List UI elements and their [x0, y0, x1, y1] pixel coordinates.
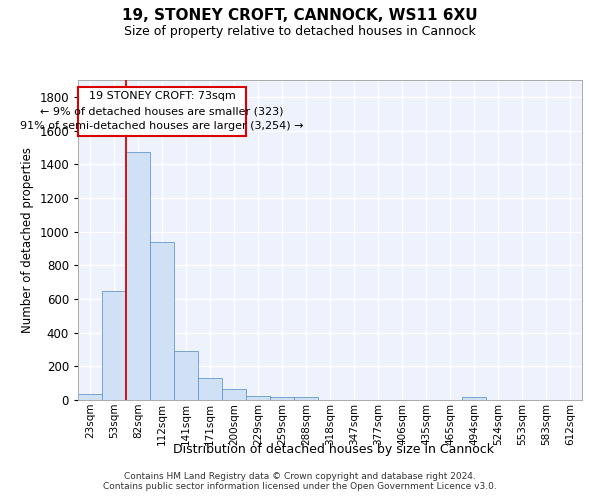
Text: 19 STONEY CROFT: 73sqm
← 9% of detached houses are smaller (323)
91% of semi-det: 19 STONEY CROFT: 73sqm ← 9% of detached …: [20, 92, 304, 131]
Text: Contains public sector information licensed under the Open Government Licence v3: Contains public sector information licen…: [103, 482, 497, 491]
Text: Size of property relative to detached houses in Cannock: Size of property relative to detached ho…: [124, 25, 476, 38]
Text: Contains HM Land Registry data © Crown copyright and database right 2024.: Contains HM Land Registry data © Crown c…: [124, 472, 476, 481]
Bar: [294, 396, 318, 400]
Bar: [222, 389, 246, 400]
Bar: [150, 242, 174, 400]
Bar: [102, 292, 126, 400]
Bar: [270, 396, 294, 400]
Bar: [246, 396, 270, 400]
Bar: [79, 86, 245, 136]
Text: 19, STONEY CROFT, CANNOCK, WS11 6XU: 19, STONEY CROFT, CANNOCK, WS11 6XU: [122, 8, 478, 22]
Bar: [174, 351, 198, 400]
Text: Distribution of detached houses by size in Cannock: Distribution of detached houses by size …: [173, 442, 494, 456]
Bar: [78, 394, 102, 400]
Bar: [198, 378, 222, 400]
Bar: [462, 396, 486, 400]
Bar: [126, 152, 150, 400]
Y-axis label: Number of detached properties: Number of detached properties: [20, 147, 34, 333]
